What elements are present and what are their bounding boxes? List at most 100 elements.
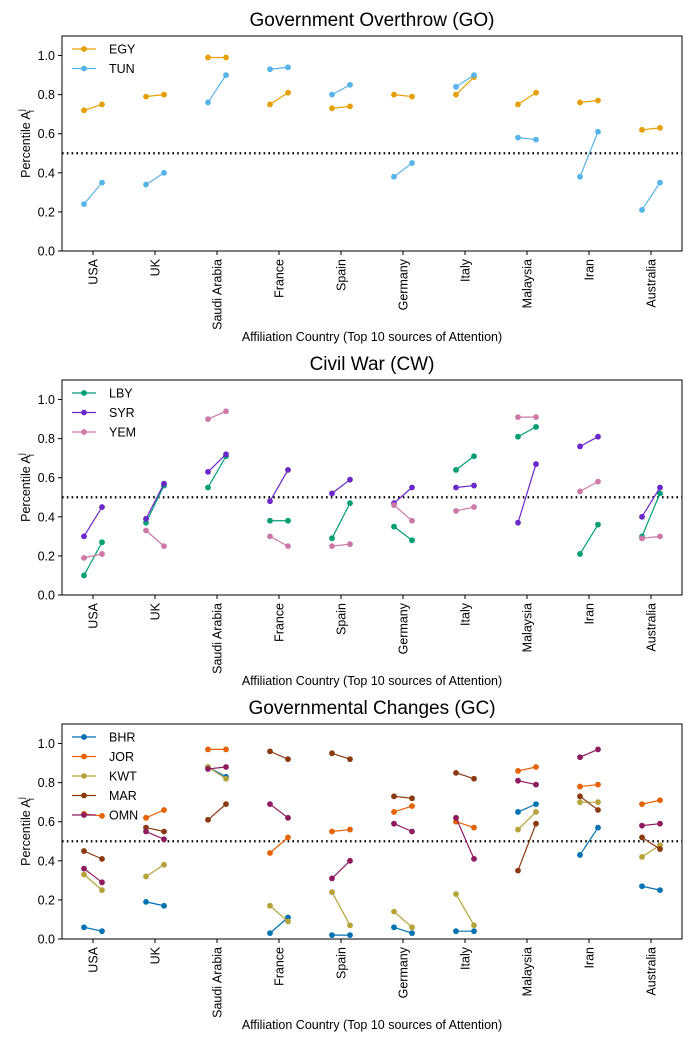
connector-line <box>641 799 661 805</box>
connector-line <box>331 543 351 547</box>
data-point <box>453 484 459 491</box>
data-point <box>267 533 273 540</box>
data-point <box>391 924 397 931</box>
data-point <box>515 433 521 440</box>
connector-line <box>517 780 537 786</box>
series-kwt <box>81 764 663 931</box>
connector-line <box>579 795 599 811</box>
data-point <box>409 803 415 809</box>
x-tick-label: Italy <box>459 258 473 282</box>
legend-marker <box>81 409 87 416</box>
x-tick-label: Saudi Arabia <box>211 259 225 330</box>
data-point <box>453 814 459 821</box>
data-point <box>81 865 87 872</box>
connector-line <box>455 76 475 96</box>
y-tick-label: 0.6 <box>38 471 55 485</box>
data-point <box>471 922 477 929</box>
data-point <box>205 766 211 772</box>
x-tick-label: Italy <box>459 946 473 970</box>
data-point <box>595 97 601 104</box>
data-point <box>409 828 415 835</box>
data-point <box>347 857 353 864</box>
data-point <box>577 793 583 800</box>
data-point <box>205 468 211 475</box>
data-point <box>577 99 583 106</box>
connector-line <box>393 805 413 813</box>
y-tick-label: 1.0 <box>38 393 55 407</box>
x-tick-label: Australia <box>645 603 659 652</box>
x-tick-label: UK <box>149 946 163 964</box>
data-point <box>471 482 477 489</box>
connector-line <box>455 506 475 512</box>
x-tick-label: France <box>273 947 287 986</box>
x-tick-label: Spain <box>335 603 349 635</box>
legend-label: LBY <box>109 387 133 401</box>
data-point <box>99 812 105 819</box>
x-tick-label: Italy <box>459 602 473 626</box>
data-point <box>267 101 273 108</box>
connector-line <box>145 827 165 833</box>
data-point <box>409 93 415 100</box>
legend-marker <box>81 773 87 779</box>
connector-line <box>269 803 289 819</box>
data-point <box>223 775 229 782</box>
series-jor <box>81 746 663 856</box>
y-axis-label-sub: i <box>26 110 36 112</box>
connector-line <box>331 860 351 879</box>
data-point <box>515 809 521 815</box>
connector-line <box>641 885 661 891</box>
data-point <box>223 408 229 415</box>
y-tick-label: 0.8 <box>38 432 55 446</box>
data-point <box>267 801 273 808</box>
series-egy <box>81 54 663 133</box>
x-tick-label: Australia <box>645 259 659 308</box>
data-point <box>329 750 335 757</box>
legend-marker <box>81 812 87 818</box>
x-tick-label: Saudi Arabia <box>211 603 225 674</box>
data-point <box>595 128 601 135</box>
data-point <box>391 793 397 800</box>
y-tick-label: 0.2 <box>38 205 55 219</box>
data-point <box>595 478 601 485</box>
data-point <box>285 918 291 925</box>
data-point <box>81 533 87 540</box>
data-point <box>453 508 459 514</box>
connector-line <box>641 127 661 131</box>
connector-line <box>145 485 165 523</box>
data-point <box>515 768 521 774</box>
data-point <box>347 922 353 929</box>
y-axis-label-text: Percentile A <box>19 454 33 521</box>
legend-marker <box>81 792 87 799</box>
data-point <box>471 504 477 510</box>
data-point <box>205 816 211 823</box>
data-point <box>161 480 167 487</box>
data-point <box>143 181 149 188</box>
data-point <box>515 826 521 833</box>
connector-line <box>83 868 103 883</box>
x-tick-label: USA <box>87 602 101 628</box>
connector-line <box>83 103 103 111</box>
data-point <box>639 854 645 860</box>
connector-line <box>145 172 165 186</box>
data-point <box>161 902 167 909</box>
legend-label: YEM <box>109 426 136 440</box>
data-point <box>657 846 663 852</box>
x-tick-label: Spain <box>335 259 349 291</box>
data-point <box>639 513 645 520</box>
connector-line <box>393 926 413 934</box>
connector-line <box>641 493 661 537</box>
connector-line <box>517 823 537 871</box>
connector-line <box>393 504 413 522</box>
data-point <box>453 928 459 935</box>
data-point <box>453 891 459 897</box>
data-point <box>161 543 167 550</box>
x-tick-label: Germany <box>397 602 411 654</box>
connector-line <box>207 410 227 420</box>
data-point <box>285 64 291 71</box>
data-point <box>329 490 335 497</box>
data-point <box>161 91 167 98</box>
data-point <box>453 91 459 98</box>
data-point <box>391 173 397 180</box>
connector-line <box>207 453 227 473</box>
